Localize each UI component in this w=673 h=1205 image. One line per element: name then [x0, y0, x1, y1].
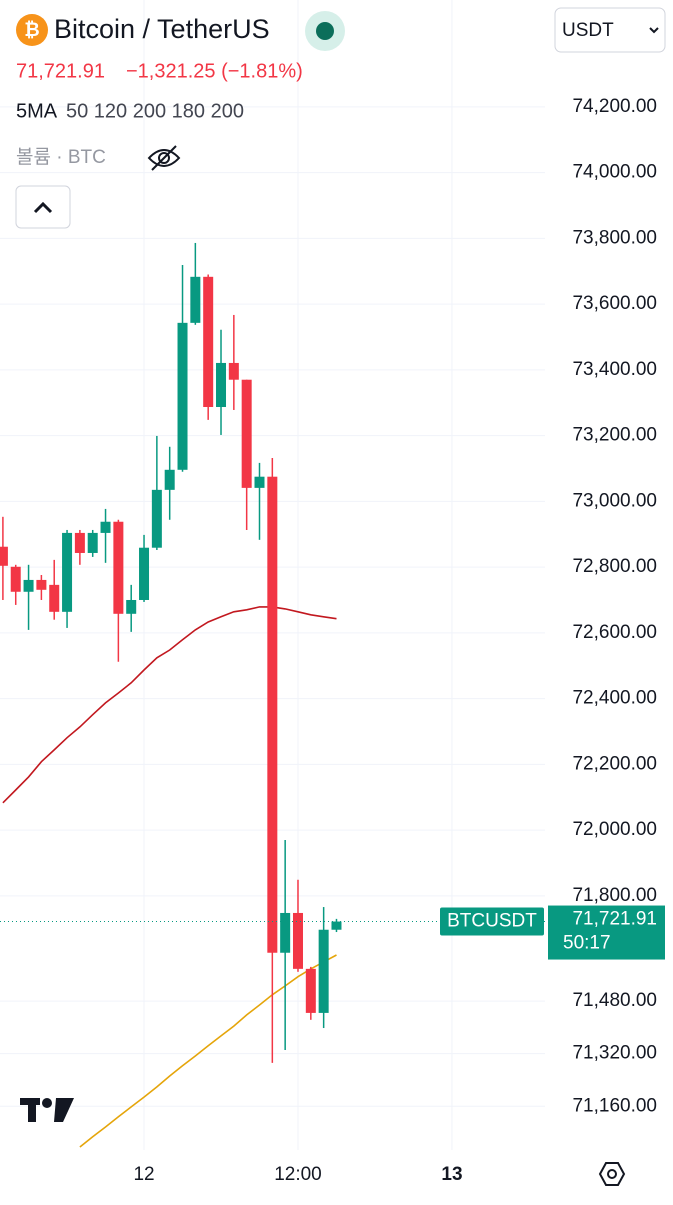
volume-label: 볼륨 · BTC [16, 146, 106, 168]
currency-select[interactable] [554, 7, 666, 53]
coin-icon [16, 14, 48, 46]
pupil [158, 152, 170, 164]
candle-body [241, 379, 252, 488]
ma-line [2, 606, 337, 804]
candle-body [62, 532, 73, 612]
candle-body [177, 322, 188, 470]
candle-body [331, 921, 342, 930]
indicator: 5MA [16, 100, 58, 122]
candle-body [305, 968, 316, 1013]
chevron [649, 27, 659, 34]
candle-body [23, 579, 34, 592]
candle-body [10, 566, 21, 592]
settings-icon[interactable] [598, 1162, 626, 1186]
candle-body [0, 546, 8, 566]
candle-body [216, 362, 227, 408]
settings-dot [607, 1169, 617, 1179]
candle-body [100, 521, 111, 533]
y-tick-label: 71,800.00 [572, 885, 657, 906]
x-tick-label: 13 [441, 1164, 462, 1185]
header-change: −1,321.25 (−1.81%) [126, 60, 303, 82]
overlays [2, 606, 337, 1148]
y-tick-label: 71,160.00 [572, 1095, 657, 1116]
candle-body [139, 547, 150, 600]
candle-body [267, 476, 278, 953]
candle-body [126, 599, 137, 614]
x-tick-label: 12:00 [274, 1164, 322, 1185]
x-tick-label: 12 [133, 1164, 154, 1185]
logo-dot [42, 1098, 52, 1108]
price-label: 71,721.91 [572, 909, 657, 930]
y-tick-label: 72,400.00 [572, 688, 657, 709]
y-tick-label: 72,800.00 [572, 556, 657, 577]
countdown: 50:17 [563, 933, 611, 954]
symbol-label: BTCUSDT [447, 911, 537, 932]
ma-line [79, 954, 337, 1148]
candle-body [318, 929, 329, 1013]
logo-stem [28, 1098, 36, 1122]
axis: 74,200.00 74,000.00 73,800.00 73,600.00 73,4… [0, 96, 673, 1200]
y-tick-label: 74,200.00 [572, 96, 657, 117]
symbol-tag [440, 907, 544, 936]
title: Bitcoin / TetherUS [54, 14, 270, 44]
y-tick-label: 72,200.00 [572, 753, 657, 774]
candle-body [49, 584, 60, 612]
candle-body [74, 532, 85, 553]
coin-symbol: ₿ [24, 20, 39, 41]
header-price: 71,721.91 [16, 60, 105, 82]
y-tick-label: 73,800.00 [572, 227, 657, 248]
x-axis-bg [0, 1150, 673, 1200]
candle-body [36, 579, 47, 590]
y-tick-label: 73,000.00 [572, 490, 657, 511]
y-tick-label: 72,000.00 [572, 819, 657, 840]
y-tick-label: 73,400.00 [572, 359, 657, 380]
candle-body [203, 276, 214, 408]
candle-body [87, 532, 98, 553]
collapse-arrow [33, 201, 53, 214]
y-tick-label: 72,600.00 [572, 622, 657, 643]
status-dot [316, 22, 334, 40]
price-tag [548, 905, 665, 960]
slash [151, 145, 177, 171]
candle-body [292, 912, 303, 969]
candles [0, 242, 342, 1063]
candle-body [113, 521, 124, 614]
candle-body [164, 469, 175, 490]
indicator-params: 50 120 200 180 200 [66, 100, 244, 122]
logo-v [54, 1098, 74, 1122]
candle-body [190, 276, 201, 323]
y-tick-label: 71,320.00 [572, 1043, 657, 1064]
collapse-button[interactable] [15, 185, 71, 229]
logo [20, 1098, 74, 1122]
candle-body [254, 476, 265, 488]
candle-body [228, 362, 239, 380]
currency-label: USDT [562, 20, 614, 41]
y-tick-label: 71,480.00 [572, 990, 657, 1011]
eye-off-icon[interactable] [147, 145, 181, 171]
y-tick-label: 74,000.00 [572, 162, 657, 183]
y-tick-label: 73,200.00 [572, 425, 657, 446]
candle-body [151, 489, 162, 548]
candle-body [280, 912, 291, 953]
y-tick-label: 73,600.00 [572, 293, 657, 314]
